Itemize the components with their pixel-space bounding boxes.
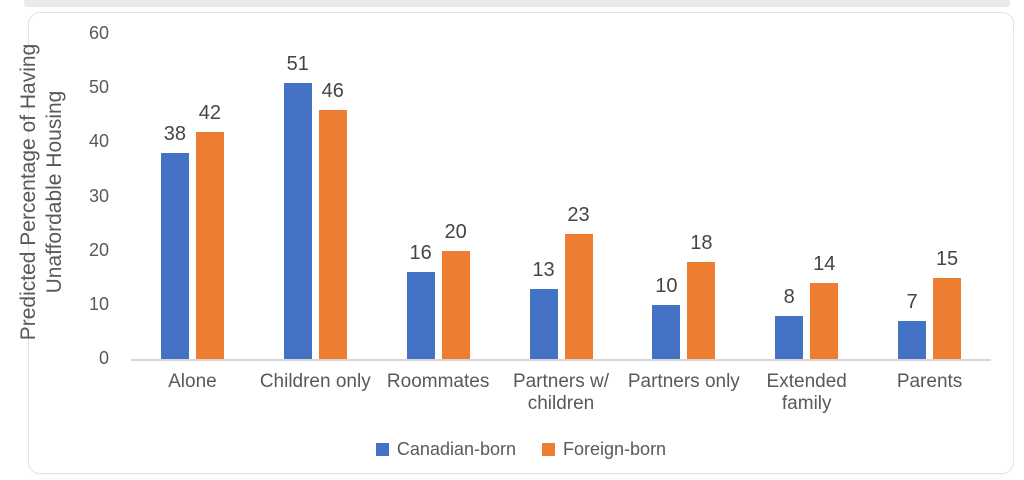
bar-canadian-born-extended-family bbox=[775, 315, 804, 359]
plot-area: 38 51 16 13 10 8 7 42 46 20 23 18 14 15 bbox=[131, 34, 991, 361]
bar-foreign-born-parents bbox=[933, 277, 962, 359]
bar-value-label: 15 bbox=[935, 247, 959, 270]
y-axis-tick-label: 10 bbox=[88, 293, 109, 314]
bar-value-label: 7 bbox=[906, 291, 918, 314]
y-axis-title: Predicted Percentage of Having Unafforda… bbox=[17, 43, 66, 341]
bar-canadian-born-parents bbox=[898, 321, 927, 359]
bar-canadian-born-alone bbox=[160, 153, 189, 359]
top-edge-artifact bbox=[24, 0, 1010, 7]
bar-foreign-born-partners-w-children bbox=[564, 234, 593, 359]
x-axis-label-extended-family: Extended family bbox=[766, 371, 847, 414]
bar-value-label: 16 bbox=[409, 242, 432, 265]
bar-value-label: 10 bbox=[655, 274, 678, 297]
legend-item-foreign-born: Foreign-born bbox=[542, 439, 666, 460]
y-axis-tick-label: 60 bbox=[88, 23, 109, 43]
bar-value-label: 14 bbox=[813, 253, 836, 276]
bar-canadian-born-children-only bbox=[283, 82, 312, 359]
bar-value-label: 8 bbox=[783, 285, 795, 308]
bar-value-label: 18 bbox=[690, 231, 713, 254]
bar-foreign-born-extended-family bbox=[810, 283, 839, 359]
bar-value-label: 42 bbox=[198, 101, 222, 124]
chart-legend: Canadian-born Foreign-born bbox=[29, 439, 1013, 460]
bar-foreign-born-children-only bbox=[318, 109, 347, 359]
bar-foreign-born-alone bbox=[195, 131, 224, 359]
bar-value-label: 51 bbox=[286, 52, 309, 75]
bar-foreign-born-roommates bbox=[441, 250, 470, 359]
legend-swatch-icon bbox=[542, 443, 556, 456]
y-axis-tick-label: 0 bbox=[98, 348, 109, 368]
y-axis-tick-label: 40 bbox=[88, 131, 109, 152]
legend-label: Foreign-born bbox=[563, 439, 667, 459]
x-axis-label-partners-w-children: Partners w/ children bbox=[512, 371, 610, 414]
chart-card: Predicted Percentage of Having Unafforda… bbox=[17, 12, 1014, 474]
x-axis-label-partners-only: Partners only bbox=[627, 371, 740, 392]
x-axis-label-children-only: Children only bbox=[259, 371, 371, 392]
bar-value-label: 38 bbox=[163, 123, 187, 146]
bar-foreign-born-partners-only bbox=[687, 261, 716, 359]
x-axis-label-alone: Alone bbox=[168, 371, 217, 392]
x-axis-label-parents: Parents bbox=[896, 371, 963, 392]
x-axis-label-roommates: Roommates bbox=[386, 371, 490, 392]
legend-label: Canadian-born bbox=[396, 439, 517, 459]
y-axis-tick-label: 50 bbox=[88, 77, 109, 98]
bar-canadian-born-partners-w-children bbox=[529, 288, 558, 359]
legend-swatch-icon bbox=[375, 443, 389, 456]
bar-value-label: 20 bbox=[444, 220, 467, 243]
bar-value-label: 23 bbox=[567, 204, 590, 227]
bar-canadian-born-partners-only bbox=[652, 304, 681, 359]
y-axis-tick-label: 20 bbox=[88, 239, 109, 260]
y-axis-tick-label: 30 bbox=[88, 185, 109, 206]
legend-item-canadian-born: Canadian-born bbox=[375, 439, 517, 460]
bar-value-label: 13 bbox=[532, 258, 555, 281]
bar-canadian-born-roommates bbox=[406, 272, 435, 359]
bar-value-label: 46 bbox=[321, 79, 344, 102]
